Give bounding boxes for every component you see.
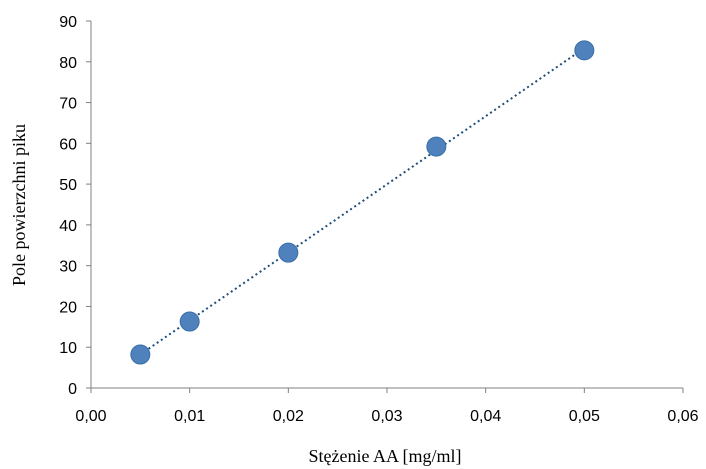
y-tick-label: 90 — [59, 14, 77, 31]
data-point — [179, 311, 200, 332]
y-tick-label: 10 — [59, 340, 77, 357]
y-tick-label: 80 — [59, 55, 77, 72]
linear-trendline — [139, 47, 585, 356]
y-axis-ticks: 0 10 20 30 40 50 60 70 80 90 — [59, 14, 91, 398]
data-points — [130, 40, 595, 365]
x-tick-label: 0,00 — [75, 408, 106, 425]
y-axis-title: Pole powierzchni piku — [9, 124, 29, 286]
data-point — [426, 136, 447, 157]
y-tick-label: 60 — [59, 136, 77, 153]
data-point — [130, 344, 151, 365]
x-axis-title: Stężenie AA [mg/ml] — [309, 446, 462, 466]
x-tick-label: 0,01 — [174, 408, 205, 425]
data-point — [574, 40, 595, 61]
y-tick-label: 70 — [59, 96, 77, 113]
y-tick-label: 40 — [59, 218, 77, 235]
x-tick-label: 0,03 — [371, 408, 402, 425]
x-axis-ticks: 0,00 0,01 0,02 0,03 0,04 0,05 0,06 — [75, 388, 699, 425]
y-tick-label: 30 — [59, 259, 77, 276]
y-tick-label: 0 — [68, 381, 77, 398]
data-point — [278, 242, 299, 263]
x-tick-label: 0,05 — [569, 408, 600, 425]
x-tick-label: 0,02 — [273, 408, 304, 425]
x-tick-label: 0,06 — [667, 408, 698, 425]
y-tick-label: 50 — [59, 177, 77, 194]
x-tick-label: 0,04 — [470, 408, 501, 425]
y-tick-label: 20 — [59, 299, 77, 316]
